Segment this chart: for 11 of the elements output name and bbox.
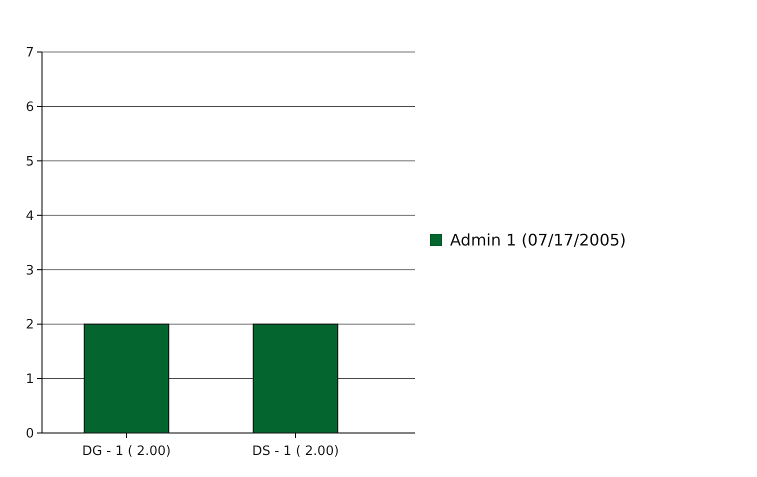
y-tick-label: 4	[26, 208, 34, 224]
x-tick-label: DS - 1 ( 2.00)	[252, 444, 339, 459]
y-tick-label: 1	[26, 372, 34, 388]
y-tick-label: 6	[26, 100, 34, 115]
x-tick-label: DG - 1 ( 2.00)	[82, 444, 171, 459]
y-tick-label: 5	[26, 154, 34, 170]
y-tick-label: 3	[26, 263, 34, 278]
y-tick-label: 0	[26, 426, 34, 442]
legend-label: Admin 1 (07/17/2005)	[450, 230, 626, 250]
y-tick-label: 2	[26, 318, 34, 333]
y-tick-label: 7	[26, 46, 34, 61]
